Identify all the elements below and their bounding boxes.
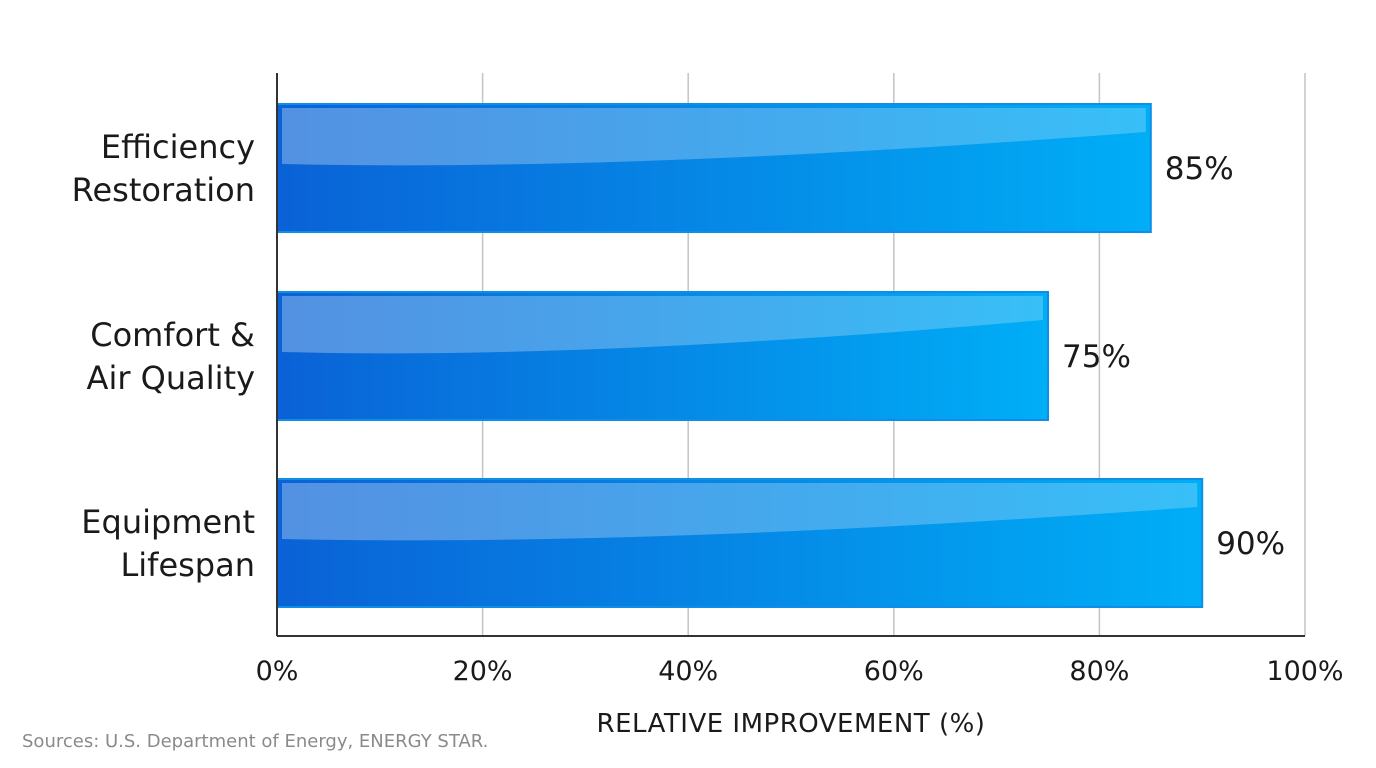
x-axis-title: RELATIVE IMPROVEMENT (%) — [597, 709, 986, 739]
category-label-2-line-2: Air Quality — [87, 359, 255, 397]
category-label-1-line-2: Restoration — [72, 171, 255, 209]
x-tick-label-100: 100% — [1266, 656, 1343, 687]
bar-highlight-3 — [282, 483, 1198, 541]
source-note: Sources: U.S. Department of Energy, ENER… — [22, 731, 489, 752]
category-label-2-line-1: Comfort & — [90, 316, 255, 354]
x-tick-label-40: 40% — [658, 656, 718, 687]
axes — [276, 73, 1305, 637]
category-label-3-line-1: Equipment — [81, 503, 255, 541]
category-label-3-line-2: Lifespan — [120, 546, 255, 584]
category-label-1-line-1: Efficiency — [101, 128, 255, 166]
labels: 0% 20% 40% 60% 80% 100% 85% Efficiency Restorati… — [72, 128, 1344, 687]
bar-highlight-2 — [282, 296, 1043, 354]
bar-highlight-1 — [282, 108, 1146, 166]
x-tick-label-60: 60% — [864, 656, 924, 687]
data-label-2: 75% — [1062, 339, 1131, 375]
x-tick-label-20: 20% — [453, 656, 513, 687]
x-tick-label-0: 0% — [256, 656, 299, 687]
x-tick-label-80: 80% — [1069, 656, 1129, 687]
bars — [276, 103, 1204, 608]
data-label-3: 90% — [1216, 526, 1285, 562]
data-label-1: 85% — [1165, 151, 1234, 187]
